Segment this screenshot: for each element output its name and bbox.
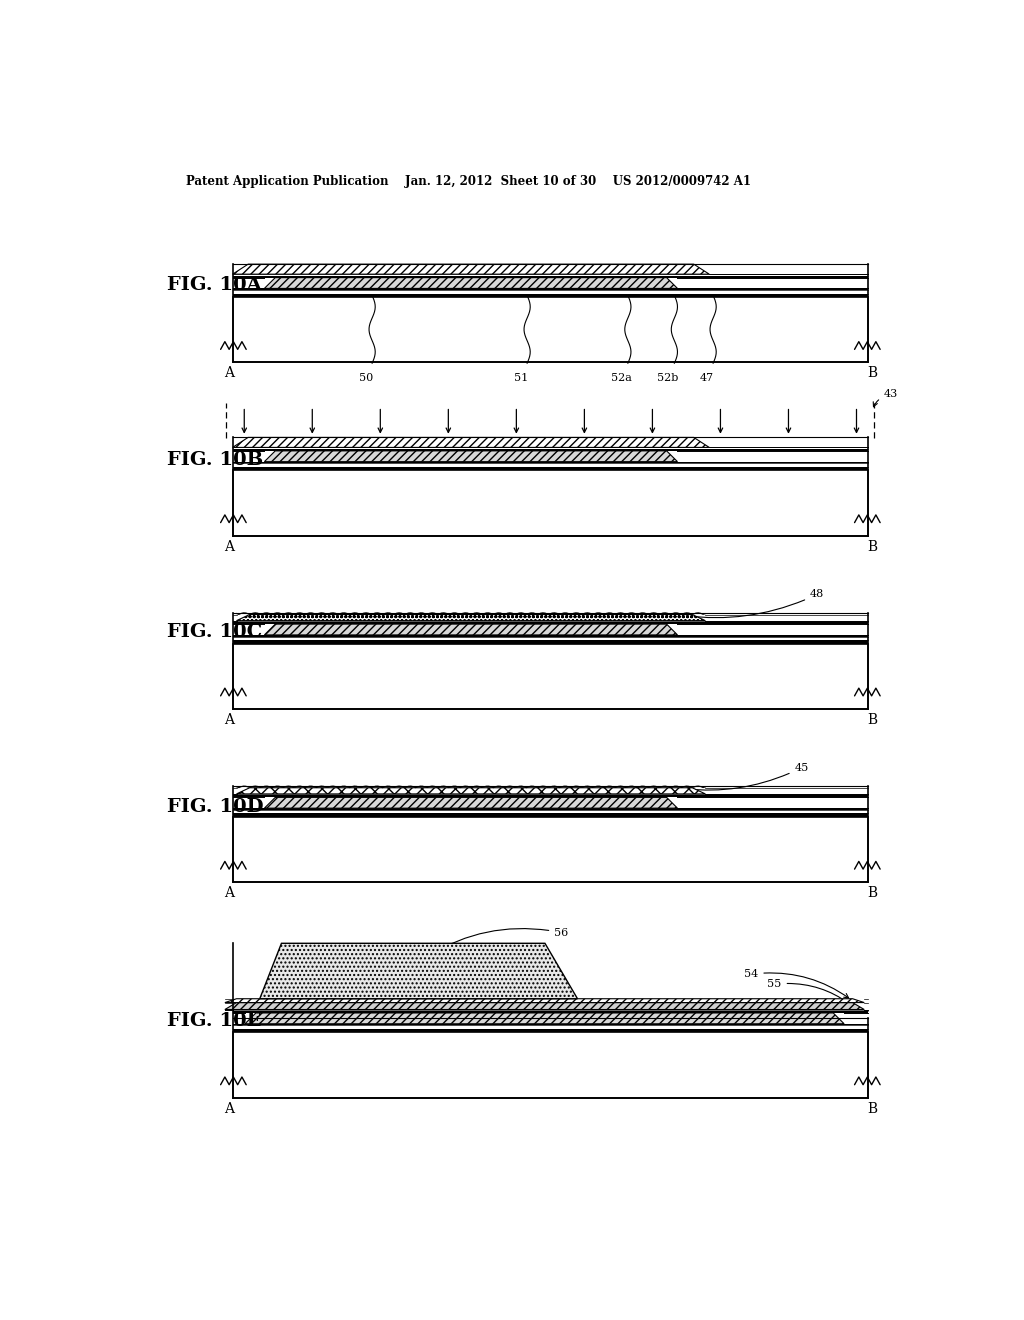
Text: A: A — [224, 1102, 233, 1115]
Bar — [232, 275, 868, 276]
Bar — [232, 622, 868, 624]
Bar — [232, 467, 868, 470]
Text: B: B — [867, 1102, 878, 1115]
Bar — [232, 449, 868, 451]
Bar — [232, 447, 868, 449]
Text: Patent Application Publication    Jan. 12, 2012  Sheet 10 of 30    US 2012/00097: Patent Application Publication Jan. 12, … — [186, 176, 752, 189]
Bar — [232, 1028, 868, 1032]
Text: 43: 43 — [873, 389, 898, 407]
Bar — [232, 1032, 868, 1098]
Bar — [232, 640, 868, 644]
Text: 48: 48 — [685, 590, 824, 619]
Bar — [232, 635, 868, 636]
Bar — [232, 463, 868, 467]
Polygon shape — [264, 277, 678, 288]
Text: B: B — [867, 367, 878, 380]
Polygon shape — [260, 944, 578, 999]
Polygon shape — [264, 624, 678, 635]
Polygon shape — [232, 264, 710, 275]
Text: 56: 56 — [430, 928, 568, 956]
Bar — [232, 1026, 868, 1028]
Text: A: A — [224, 713, 233, 727]
Text: 47: 47 — [699, 374, 714, 383]
Bar — [232, 793, 868, 795]
Text: 52a: 52a — [611, 374, 632, 383]
Text: B: B — [867, 713, 878, 727]
Bar — [232, 813, 868, 817]
Bar — [232, 636, 868, 640]
Bar — [232, 470, 868, 536]
Polygon shape — [225, 999, 864, 1003]
Text: FIG. 10A: FIG. 10A — [167, 276, 261, 294]
Text: 45: 45 — [685, 763, 809, 792]
Text: 51: 51 — [514, 374, 528, 383]
Polygon shape — [245, 1012, 844, 1024]
Bar — [232, 810, 868, 813]
Text: FIG. 10E: FIG. 10E — [167, 1012, 261, 1030]
Text: A: A — [224, 367, 233, 380]
Bar — [232, 644, 868, 709]
Bar — [232, 276, 868, 277]
Bar — [232, 462, 868, 463]
Bar — [232, 290, 868, 293]
Bar — [232, 808, 868, 810]
Bar — [232, 795, 868, 797]
Polygon shape — [237, 788, 706, 793]
Polygon shape — [264, 451, 678, 462]
Bar — [232, 1011, 868, 1012]
Text: A: A — [224, 886, 233, 900]
Text: FIG. 10B: FIG. 10B — [167, 451, 263, 469]
Text: 52b: 52b — [657, 374, 679, 383]
Text: FIG. 10D: FIG. 10D — [167, 797, 263, 816]
Text: 50: 50 — [358, 374, 373, 383]
Text: FIG. 10C: FIG. 10C — [167, 623, 262, 642]
Bar — [232, 620, 868, 622]
Bar — [232, 293, 868, 297]
Bar — [232, 1010, 868, 1011]
Bar — [232, 288, 868, 290]
Polygon shape — [232, 437, 710, 447]
Text: B: B — [867, 886, 878, 900]
Bar — [232, 297, 868, 363]
Bar — [232, 1024, 868, 1026]
Bar — [232, 817, 868, 882]
Text: B: B — [867, 540, 878, 553]
Text: 55: 55 — [767, 979, 849, 1003]
Polygon shape — [237, 615, 706, 620]
Polygon shape — [225, 1003, 864, 1010]
Polygon shape — [264, 797, 678, 808]
Text: A: A — [224, 540, 233, 553]
Text: 54: 54 — [744, 969, 849, 998]
